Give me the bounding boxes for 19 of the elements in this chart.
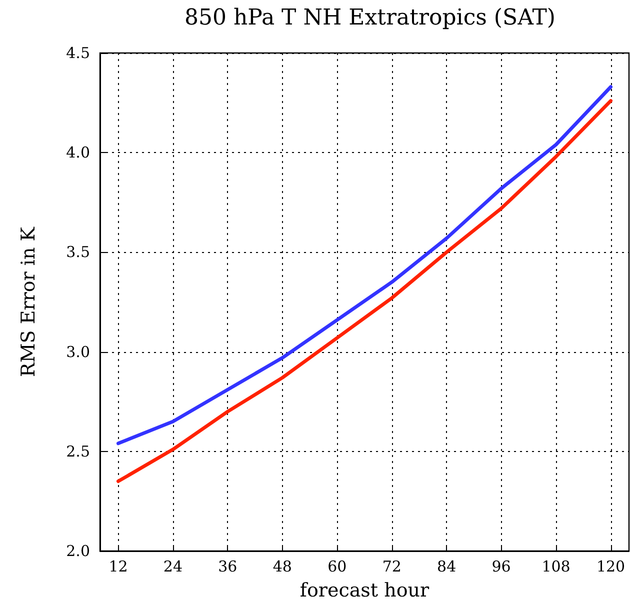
- y-tick-label: 2.5: [66, 442, 90, 460]
- x-tick-label: 120: [596, 558, 626, 576]
- x-tick-label: 108: [542, 558, 570, 576]
- y-tick-label: 2.0: [66, 542, 90, 560]
- x-tick-label: 48: [272, 558, 292, 576]
- x-axis-title: forecast hour: [300, 580, 430, 602]
- x-tick-label: 24: [163, 558, 183, 576]
- y-tick-label: 4.0: [66, 144, 90, 162]
- chart-title: 850 hPa T NH Extratropics (SAT): [184, 6, 556, 30]
- x-tick-label: 36: [218, 558, 238, 576]
- x-tick-label: 96: [492, 558, 511, 576]
- y-tick-label: 3.5: [66, 243, 90, 262]
- x-tick-label: 12: [108, 558, 128, 576]
- x-tick-label: 72: [382, 558, 402, 576]
- y-tick-label: 4.5: [66, 44, 90, 62]
- y-tick-label: 3.0: [66, 342, 90, 361]
- x-tick-label: 84: [437, 558, 456, 576]
- x-tick-label: 60: [328, 558, 347, 576]
- y-axis-title: RMS Error in K: [18, 226, 40, 377]
